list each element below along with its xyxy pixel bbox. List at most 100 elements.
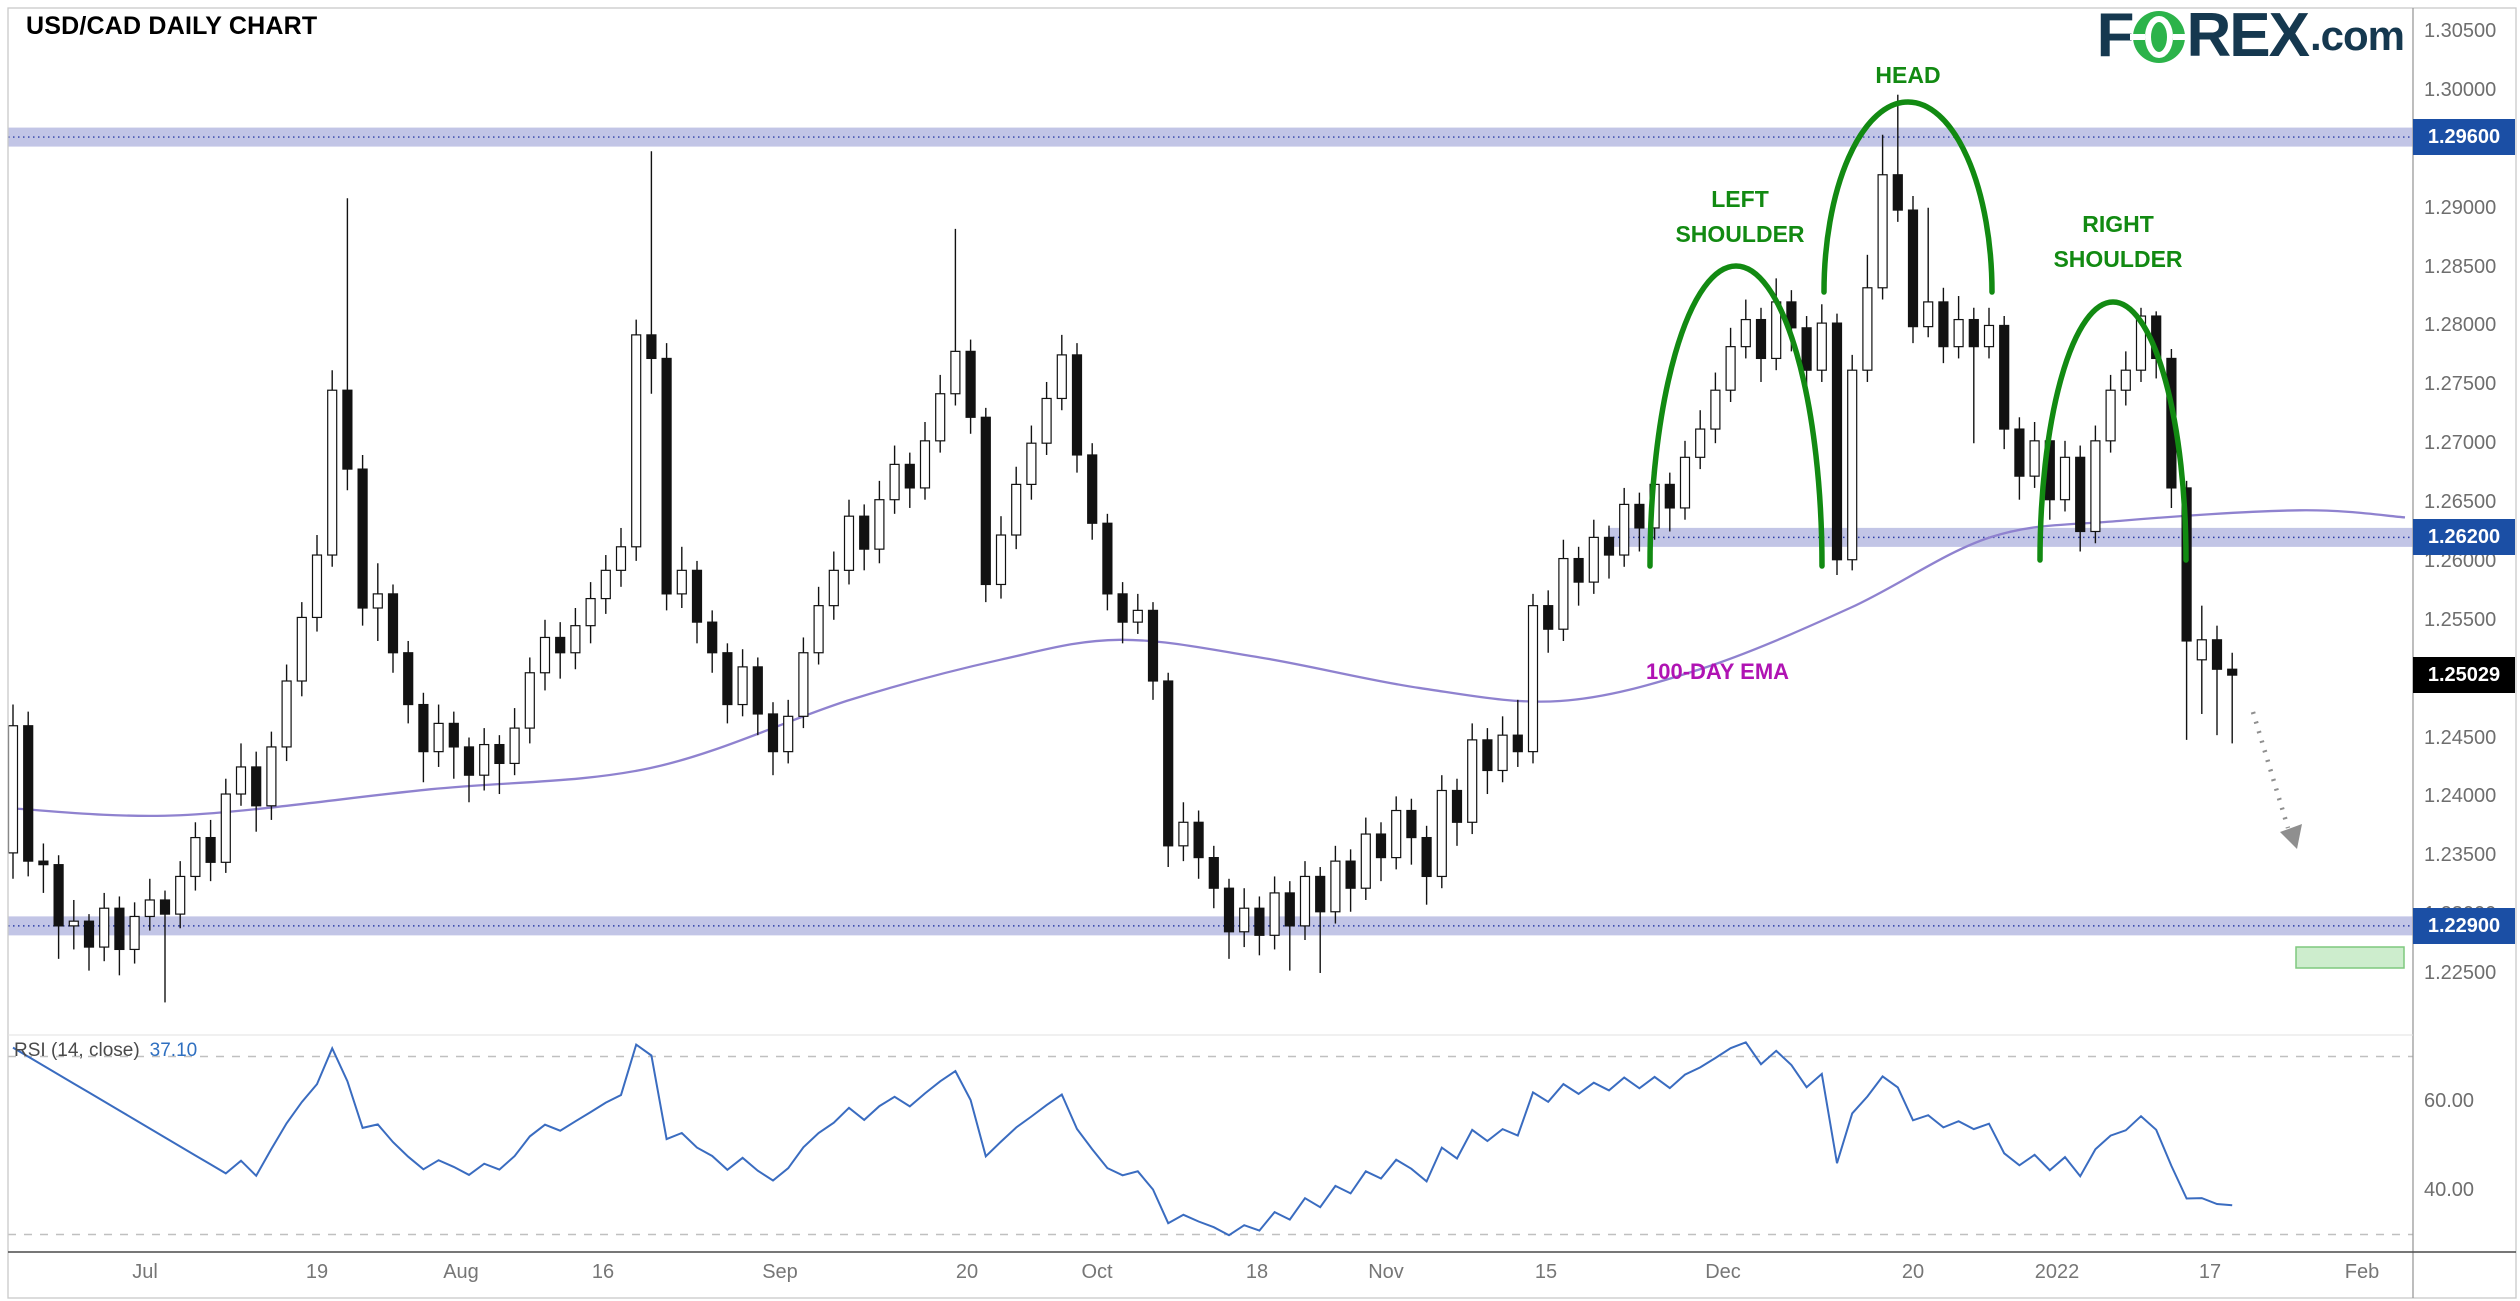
price-axis-tick: 1.30500	[2424, 20, 2497, 43]
candle-body	[1011, 483, 1022, 536]
candle-body	[114, 907, 125, 951]
candle-body	[235, 766, 247, 795]
candle-body	[296, 616, 307, 682]
price-axis-tick: 1.25500	[2424, 608, 2497, 631]
candle-body	[661, 357, 672, 595]
candle-body	[1239, 907, 1250, 933]
candle-body	[53, 864, 64, 927]
x-axis-label: 20	[955, 1261, 979, 1283]
forex-logo-rex: REX	[2186, 1, 2309, 70]
candle-body	[129, 915, 140, 951]
candle-body	[1543, 605, 1554, 630]
candle-body	[1467, 739, 1478, 823]
price-axis-tick: 1.27000	[2424, 432, 2497, 455]
candle-body	[1938, 301, 1949, 348]
ema-line	[7, 509, 2406, 818]
level-price-badge: 1.26200	[2413, 519, 2515, 556]
candle-body	[38, 860, 49, 866]
candle-body	[2135, 315, 2147, 371]
candle-body	[1588, 536, 1599, 583]
level-price-badge: 1.22900	[2413, 907, 2515, 944]
candle-body	[1877, 174, 1888, 289]
candle-body	[494, 743, 505, 765]
price-level-band	[8, 127, 2413, 147]
rsi-value: 37.10	[149, 1040, 198, 1061]
candle-body	[1147, 609, 1159, 682]
left-shoulder-label: LEFT SHOULDER	[1675, 186, 1805, 247]
candle-body	[281, 680, 292, 748]
candle-body	[722, 652, 733, 706]
candle-body	[813, 605, 824, 654]
candle-body	[904, 463, 915, 489]
candle-body	[691, 569, 703, 623]
candle-body	[737, 666, 748, 706]
forex-logo-com: .com	[2309, 12, 2405, 59]
target-zone-box	[2295, 946, 2405, 969]
left-shoulder-arc	[1647, 263, 1825, 569]
candle-body	[1725, 346, 1736, 391]
forex-logo-o-icon	[2130, 11, 2189, 63]
candle-body	[1892, 174, 1903, 211]
candle-body	[1163, 680, 1174, 847]
candle-body	[935, 393, 946, 442]
candle-body	[2075, 456, 2086, 533]
candle-body	[479, 743, 490, 776]
candle-body	[798, 652, 809, 717]
candle-body	[1755, 318, 1767, 360]
candle-body	[1178, 821, 1189, 847]
candle-body	[1634, 503, 1645, 529]
candle-body	[1056, 354, 1067, 400]
candle-body	[1375, 833, 1387, 859]
candle-body	[403, 652, 414, 706]
candle-body	[1451, 789, 1463, 823]
candle-body	[2211, 639, 2223, 670]
candle-body	[889, 463, 900, 501]
candle-body	[1406, 809, 1417, 839]
candle-body	[585, 597, 596, 627]
x-axis-label: 2022	[2034, 1261, 2080, 1283]
candle-body	[1071, 354, 1083, 456]
candle-body	[342, 389, 353, 470]
x-axis-label: 16	[591, 1261, 615, 1283]
candle-body	[631, 334, 642, 548]
candle-body	[175, 875, 186, 915]
x-axis-label: Dec	[1705, 1261, 1741, 1283]
rsi-axis-tick: 60.00	[2424, 1090, 2475, 1112]
candle-body	[1801, 327, 1812, 371]
candle-body	[311, 554, 323, 619]
candle-body	[1497, 734, 1508, 772]
candle-body	[1193, 821, 1204, 859]
candle-body	[783, 715, 794, 753]
candle-body	[1284, 892, 1295, 927]
candle-body	[23, 725, 34, 862]
candle-body	[995, 534, 1007, 586]
candle-body	[266, 746, 277, 807]
candle-body	[1117, 593, 1128, 623]
candle-body	[1269, 892, 1280, 936]
candle-body	[387, 593, 399, 654]
candle-body	[1923, 301, 1934, 328]
forex-logo-f: F	[2096, 1, 2135, 70]
candle-body	[524, 672, 535, 729]
price-axis-tick: 1.24000	[2424, 785, 2497, 808]
price-axis-tick: 1.26000	[2424, 549, 2497, 572]
candle-body	[1679, 456, 1691, 509]
candle-body	[509, 727, 520, 765]
candle-body	[1816, 322, 1827, 371]
candle-body	[1695, 428, 1706, 458]
candle-body	[190, 836, 201, 878]
candle-body	[463, 746, 475, 776]
candle-body	[1315, 875, 1326, 913]
candle-body	[707, 621, 718, 654]
candle-body	[372, 593, 383, 609]
candle-body	[600, 569, 611, 600]
candle-body	[1983, 324, 1995, 348]
chart-frame	[7, 7, 2517, 1299]
price-axis-tick: 1.30000	[2424, 79, 2497, 101]
price-axis-tick: 1.26500	[2424, 491, 2497, 514]
x-axis-label: 19	[305, 1261, 329, 1283]
head-label: HEAD	[1875, 62, 1941, 88]
price-axis-tick: 1.29000	[2424, 196, 2497, 219]
